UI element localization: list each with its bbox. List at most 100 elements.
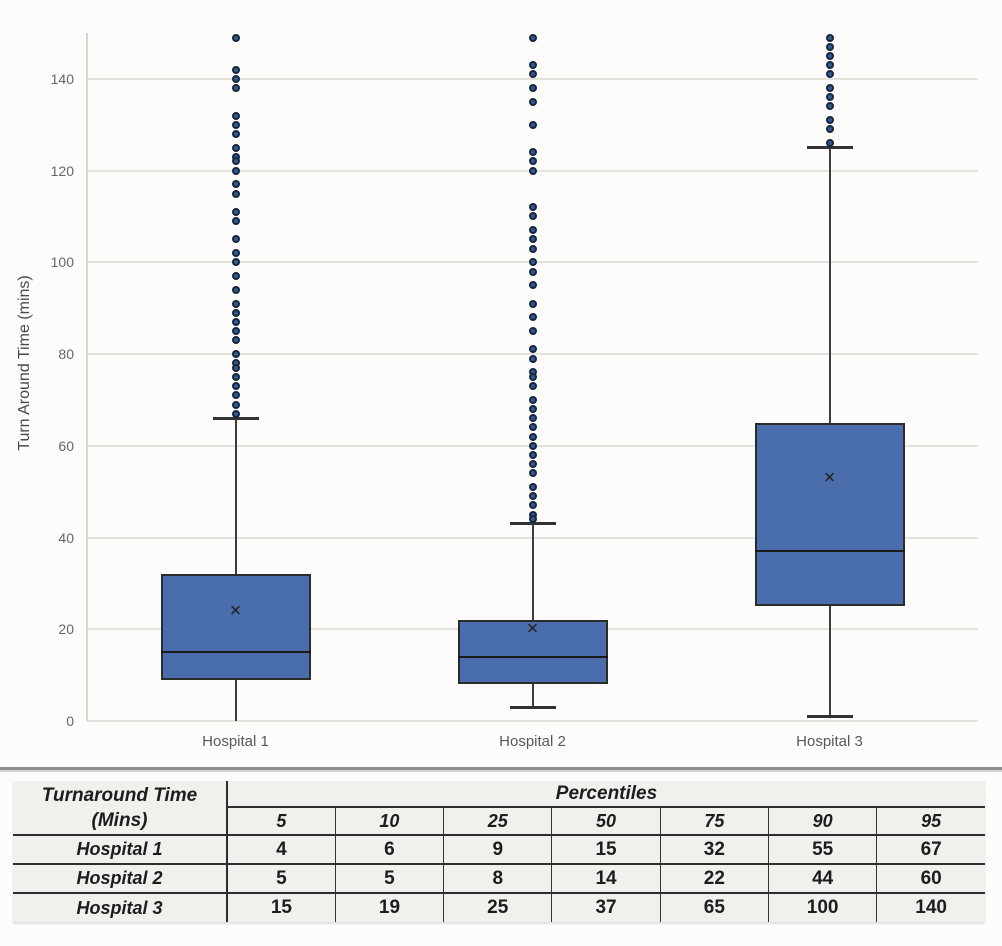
outlier-dot xyxy=(528,33,537,42)
outlier-dot xyxy=(528,441,537,450)
outlier-dot xyxy=(231,217,240,226)
table-row: Hospital 1 4 6 9 15 32 55 67 xyxy=(13,834,985,864)
outlier-dot xyxy=(231,166,240,175)
upper-whisker xyxy=(234,418,237,575)
outlier-dot xyxy=(231,207,240,216)
outlier-dot xyxy=(528,354,537,363)
table-row: Hospital 3 15 19 25 37 65 100 140 xyxy=(13,892,985,922)
outlier-dot xyxy=(528,148,537,157)
cell-h1-p90: 55 xyxy=(767,834,877,864)
outlier-dot xyxy=(528,327,537,336)
outlier-dot xyxy=(825,116,834,125)
outlier-dot xyxy=(528,515,537,524)
mean-marker: ✕ xyxy=(229,602,242,620)
outlier-dot xyxy=(231,258,240,267)
outlier-dot xyxy=(528,157,537,166)
outlier-dot xyxy=(231,285,240,294)
outlier-dot xyxy=(231,189,240,198)
box-hospital-2 xyxy=(457,620,608,685)
outlier-dot xyxy=(528,120,537,129)
outlier-dot xyxy=(528,166,537,175)
y-axis-line xyxy=(86,33,88,721)
outlier-dot xyxy=(825,84,834,93)
outlier-dot xyxy=(231,350,240,359)
outlier-dot xyxy=(231,317,240,326)
upper-whisker-cap xyxy=(212,416,259,420)
y-tick-label: 120 xyxy=(50,162,74,179)
cell-h1-p10: 6 xyxy=(334,834,444,864)
cell-h2-p90: 44 xyxy=(767,863,877,893)
table-corner-header: Turnaround Time (Mins) xyxy=(13,781,227,835)
table-row: Hospital 2 5 5 8 14 22 44 60 xyxy=(13,863,985,893)
mean-marker: ✕ xyxy=(526,620,539,638)
outlier-dot xyxy=(528,432,537,441)
cell-h1-p50: 15 xyxy=(551,834,661,864)
outlier-dot xyxy=(825,93,834,102)
outlier-dot xyxy=(528,423,537,432)
outlier-dot xyxy=(528,70,537,79)
outlier-dot xyxy=(528,97,537,106)
outlier-dot xyxy=(231,120,240,129)
outlier-dot xyxy=(825,70,834,79)
column-header-p90: 90 xyxy=(767,807,877,835)
lower-whisker xyxy=(531,684,534,708)
outlier-dot xyxy=(825,51,834,60)
outlier-dot xyxy=(231,272,240,281)
box-hospital-1 xyxy=(160,574,311,680)
percentiles-table-wrap: Turnaround Time (Mins) Percentiles 5 10 … xyxy=(13,781,985,922)
outlier-dot xyxy=(528,483,537,492)
column-header-p75: 75 xyxy=(659,807,769,835)
upper-whisker-cap xyxy=(806,146,853,150)
median-line xyxy=(160,651,311,654)
cell-h1-p95: 67 xyxy=(876,834,985,864)
lower-whisker-cap xyxy=(806,714,853,718)
outlier-dot xyxy=(528,258,537,267)
outlier-dot xyxy=(528,84,537,93)
cell-h3-p95: 140 xyxy=(876,892,985,922)
outlier-dot xyxy=(231,143,240,152)
outlier-dot xyxy=(528,405,537,414)
outlier-dot xyxy=(231,299,240,308)
outlier-dot xyxy=(231,391,240,400)
column-header-p10: 10 xyxy=(334,807,444,835)
y-tick-label: 0 xyxy=(66,713,74,729)
lower-whisker-cap xyxy=(509,705,556,709)
outlier-dot xyxy=(231,157,240,166)
outlier-dot xyxy=(231,74,240,83)
outlier-dot xyxy=(231,373,240,381)
outlier-dot xyxy=(528,345,537,354)
outlier-dot xyxy=(825,61,834,70)
lower-whisker xyxy=(234,679,237,721)
upper-whisker xyxy=(828,147,831,423)
x-category-label: Hospital 3 xyxy=(796,733,863,750)
outlier-dot xyxy=(528,313,537,322)
outlier-dot xyxy=(528,267,537,276)
upper-whisker-cap xyxy=(509,522,556,526)
y-tick-label: 40 xyxy=(58,529,74,546)
y-gridline xyxy=(87,720,978,722)
cell-h3-p25: 25 xyxy=(443,892,552,922)
y-tick-label: 100 xyxy=(50,254,74,271)
outlier-dot xyxy=(231,382,240,391)
outlier-dot xyxy=(528,469,537,478)
row-label-hospital-1: Hospital 1 xyxy=(13,834,227,864)
boxplot-chart: 0 20 40 60 80 100 120 140 Turn Around Time (mins… xyxy=(16,33,978,750)
cell-h1-p25: 9 xyxy=(443,834,552,864)
percentiles-group-header: Percentiles xyxy=(226,781,985,808)
outlier-dot xyxy=(528,450,537,459)
outlier-dot xyxy=(231,249,240,258)
column-header-p50: 50 xyxy=(551,807,661,835)
outlier-dot xyxy=(231,235,240,244)
outlier-dot xyxy=(528,492,537,501)
cell-h2-p95: 60 xyxy=(876,863,985,893)
cell-h2-p25: 8 xyxy=(443,863,552,893)
cell-h3-p75: 65 xyxy=(659,892,769,922)
outlier-dot xyxy=(528,203,537,212)
outlier-dot xyxy=(231,65,240,74)
y-tick-label: 80 xyxy=(58,346,74,363)
outlier-dot xyxy=(231,180,240,189)
y-tick-label: 20 xyxy=(58,621,74,638)
cell-h1-p5: 4 xyxy=(225,834,336,864)
cell-h3-p90: 100 xyxy=(767,892,877,922)
outlier-dot xyxy=(528,373,537,381)
